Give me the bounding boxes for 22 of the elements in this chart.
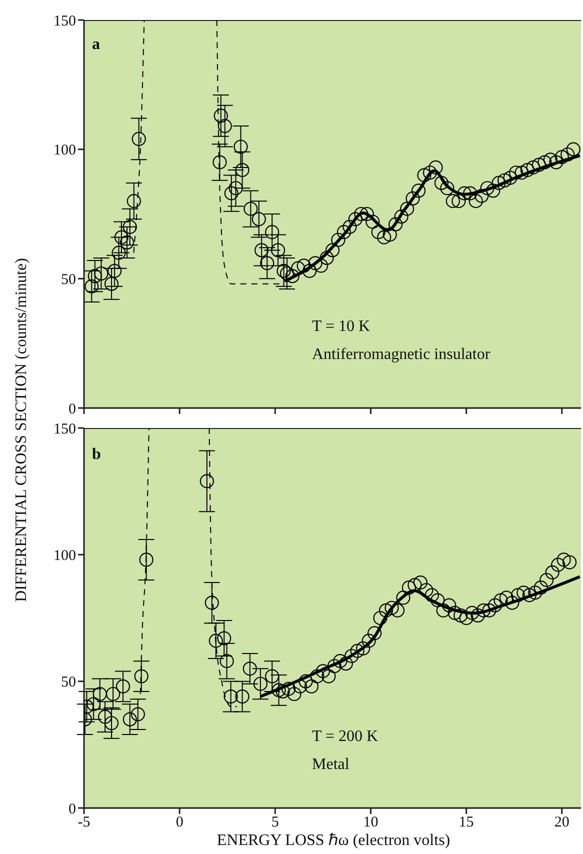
annotation: a bbox=[92, 36, 100, 54]
y-tick-label: 100 bbox=[54, 548, 76, 564]
x-tick-label: 20 bbox=[554, 814, 570, 831]
y-tick-label: 50 bbox=[61, 272, 76, 288]
x-tick-label: 0 bbox=[176, 814, 184, 831]
y-tick-label: 100 bbox=[54, 142, 76, 159]
x-tick-label: -5 bbox=[78, 814, 90, 831]
y-tick-label: 150 bbox=[54, 421, 76, 438]
y-tick-label: 150 bbox=[54, 13, 76, 30]
annotation: T = 10 K bbox=[312, 318, 370, 336]
x-tick-label: 5 bbox=[271, 814, 279, 831]
annotation: b bbox=[92, 446, 101, 464]
annotation: Antiferromagnetic insulator bbox=[312, 346, 490, 364]
y-tick-label: 0 bbox=[68, 801, 76, 818]
annotation: T = 200 K bbox=[312, 728, 378, 746]
y-axis-title: DIFFERENTIAL CROSS SECTION (counts/minute) bbox=[13, 258, 31, 602]
y-tick-label: 0 bbox=[68, 401, 76, 418]
annotation: Metal bbox=[312, 756, 350, 774]
y-tick-label: 50 bbox=[61, 674, 76, 691]
x-tick-label: 15 bbox=[458, 814, 474, 831]
x-tick-label: 10 bbox=[363, 814, 378, 831]
x-axis-title: ENERGY LOSS ℏω (electron volts) bbox=[216, 832, 450, 849]
